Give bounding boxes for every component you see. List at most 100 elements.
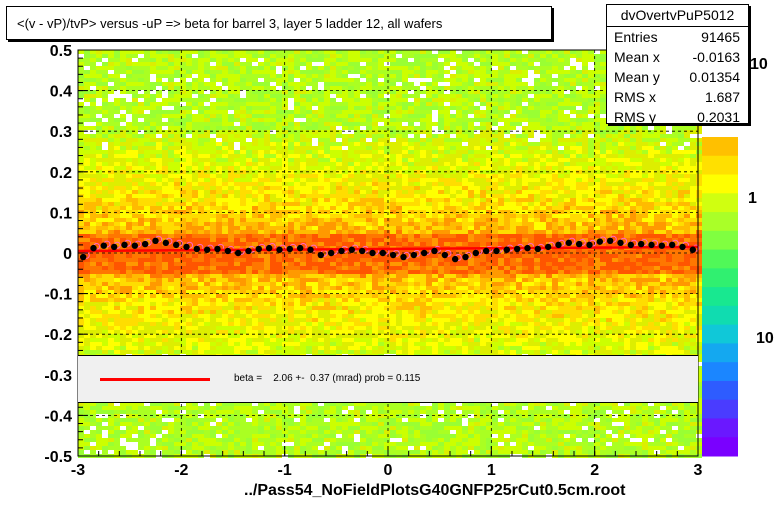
x-tick-label: -1 <box>278 462 292 479</box>
profile-point <box>162 239 170 247</box>
y-tick-label: 0 <box>63 246 72 263</box>
profile-point <box>420 249 428 257</box>
profile-point <box>121 241 128 249</box>
color-scale-cell <box>702 230 738 251</box>
fit-legend-text: beta = 2.06 +- 0.37 (mrad) prob = 0.115 <box>234 373 421 384</box>
stats-value: 0.01354 <box>689 69 740 85</box>
profile-point <box>441 251 449 259</box>
profile-point <box>658 242 666 249</box>
profile-point <box>348 246 356 253</box>
stats-row-rms-y: RMS y 0.2031 <box>607 107 748 127</box>
profile-point <box>555 241 562 249</box>
y-tick-label: -0.2 <box>44 327 72 344</box>
profile-point <box>524 244 531 252</box>
color-scale-cell <box>702 305 738 326</box>
color-scale-cell <box>702 212 738 232</box>
x-tick-label: -2 <box>174 462 188 479</box>
color-scale-cell <box>702 343 738 363</box>
stats-value: 1.687 <box>704 89 740 105</box>
stats-value: 91465 <box>701 29 740 45</box>
x-tick-label: -3 <box>71 462 85 479</box>
zaxis-label-top: 10 <box>750 56 768 73</box>
fit-legend-line <box>100 378 210 381</box>
stats-label: RMS y <box>614 109 656 125</box>
color-scale-cell <box>702 418 738 438</box>
profile-point <box>255 245 263 253</box>
color-scale-cell <box>702 137 738 157</box>
stats-value: 0.2031 <box>697 109 740 125</box>
profile-point <box>358 247 366 255</box>
profile-point <box>79 253 87 261</box>
profile-point <box>679 243 686 251</box>
profile-point <box>596 238 604 245</box>
profile-point <box>245 247 252 255</box>
y-tick-label: 0.3 <box>50 124 72 141</box>
file-name-label: ../Pass54_NoFieldPlotsG40GNFP25rCut0.5cm… <box>244 482 626 499</box>
profile-point <box>265 244 273 252</box>
color-scale-cell <box>702 287 738 307</box>
stats-label: RMS x <box>614 89 656 105</box>
profile-point <box>637 240 645 248</box>
profile-point <box>172 241 180 249</box>
color-scale-cell <box>702 193 738 213</box>
profile-point <box>627 241 635 249</box>
profile-point <box>327 249 335 257</box>
profile-point <box>214 245 221 253</box>
stats-name: dvOvertvPuP5012 <box>607 5 748 27</box>
stats-row-rms-x: RMS x 1.687 <box>607 87 748 107</box>
profile-point <box>286 245 294 253</box>
color-scale-cell <box>702 399 738 419</box>
profile-point <box>379 249 387 257</box>
stats-box: dvOvertvPuP5012 Entries 91465 Mean x -0.01… <box>606 4 749 127</box>
y-tick-label: -0.5 <box>44 449 72 466</box>
profile-point <box>575 240 583 248</box>
color-scale-cell <box>702 437 738 457</box>
x-tick-label: 0 <box>384 462 393 479</box>
stats-row-entries: Entries 91465 <box>607 27 748 47</box>
plot-title-box: <(v - vP)/tvP> versus -uP => beta for ba… <box>6 6 552 40</box>
profile-point <box>565 239 573 247</box>
zaxis-label-bottom: 10 <box>756 330 774 347</box>
profile-point <box>389 251 397 259</box>
profile-point <box>503 246 511 253</box>
profile-point <box>131 242 139 249</box>
fit-line <box>77 245 699 253</box>
profile-point <box>668 241 676 249</box>
profile-point <box>296 244 304 252</box>
y-tick-label: 0.1 <box>50 205 72 222</box>
profile-point <box>451 255 459 263</box>
heatmap-cells <box>78 50 702 458</box>
profile-point <box>472 249 480 257</box>
profile-point <box>369 249 376 257</box>
profile-point <box>224 247 232 255</box>
plot-title: <(v - vP)/tvP> versus -uP => beta for ba… <box>17 16 443 31</box>
fit-legend: beta = 2.06 +- 0.37 (mrad) prob = 0.115 <box>78 355 698 403</box>
color-scale-cell <box>702 324 738 344</box>
profile-point <box>234 249 242 257</box>
stats-row-mean-y: Mean y 0.01354 <box>607 67 748 87</box>
profile-point <box>307 246 314 253</box>
profile-point <box>338 247 345 255</box>
profile-point <box>586 241 593 249</box>
profile-point <box>617 239 624 247</box>
profile-point <box>400 253 407 261</box>
color-scale-cell <box>702 362 738 382</box>
profile-point <box>513 245 521 253</box>
profile-point <box>544 243 552 251</box>
color-scale-cell <box>702 268 738 288</box>
profile-point <box>689 246 697 253</box>
profile-point <box>431 247 438 255</box>
y-tick-label: 0.4 <box>50 84 72 101</box>
profile-point <box>482 247 490 255</box>
profile-point <box>276 246 283 253</box>
profile-point <box>90 244 97 252</box>
color-scale-cell <box>702 380 738 401</box>
color-scale-cell <box>702 249 738 269</box>
stats-label: Entries <box>614 29 658 45</box>
stats-label: Mean y <box>614 69 660 85</box>
stats-label: Mean x <box>614 49 660 65</box>
stats-row-mean-x: Mean x -0.0163 <box>607 47 748 67</box>
profile-point <box>152 237 159 245</box>
profile-point <box>534 245 542 253</box>
profile-point <box>462 253 469 261</box>
